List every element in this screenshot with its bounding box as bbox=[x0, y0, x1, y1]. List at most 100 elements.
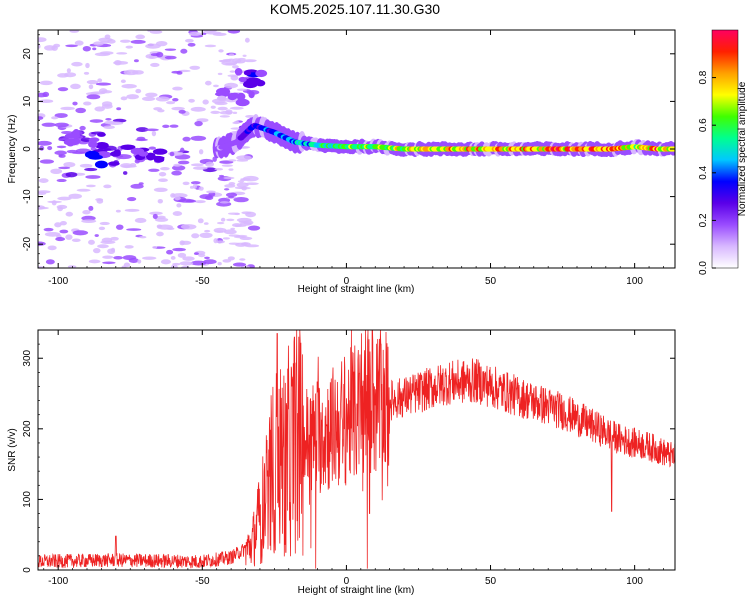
spectrogram-noise-blob bbox=[247, 225, 261, 231]
spectrogram-noise-blob bbox=[110, 247, 116, 253]
colorbar-tick-label: 0.6 bbox=[698, 118, 709, 132]
spectrogram-noise-blob bbox=[162, 124, 170, 128]
spectrogram-noise-blob bbox=[38, 92, 48, 98]
spectrogram-noise-blob bbox=[76, 188, 91, 192]
spectrogram-feature-blob bbox=[107, 161, 120, 166]
spectrogram-noise-blob bbox=[218, 174, 224, 178]
spectrogram-feature-blob bbox=[113, 149, 121, 156]
spectrogram-noise-blob bbox=[192, 166, 208, 170]
spectrogram-noise-blob bbox=[228, 168, 234, 171]
spectrogram-noise-blob bbox=[105, 117, 112, 121]
spectrogram-noise-blob bbox=[180, 224, 197, 230]
spectrogram-noise-blob bbox=[101, 101, 113, 107]
spectrogram-noise-blob bbox=[174, 196, 181, 201]
spectrogram-noise-blob bbox=[188, 98, 195, 103]
snr-x-label: Height of straight line (km) bbox=[298, 585, 415, 596]
spectrogram-noise-blob bbox=[39, 159, 55, 164]
spectrogram-noise-blob bbox=[216, 240, 226, 244]
spectrogram-noise-blob bbox=[65, 211, 74, 217]
spectrogram-noise-blob bbox=[160, 167, 170, 171]
spectrogram-noise-blob bbox=[75, 107, 87, 114]
spectrogram-noise-blob bbox=[67, 265, 77, 268]
spectrogram-noise-blob bbox=[63, 162, 76, 168]
spectrogram-noise-blob bbox=[204, 80, 212, 86]
spectrogram-noise-blob bbox=[60, 106, 75, 111]
spectrogram-feature-blob bbox=[217, 95, 227, 102]
colorbar-ticks: 0.0 0.2 0.4 0.6 0.8 bbox=[698, 70, 716, 275]
spectrogram-noise-blob bbox=[232, 65, 239, 69]
spectrogram-noise-blob bbox=[201, 32, 207, 35]
spectrogram-noise-blob bbox=[98, 226, 106, 231]
snr-frame bbox=[37, 329, 676, 571]
spectrogram-noise-blob bbox=[38, 191, 47, 196]
spectrogram-feature-blob bbox=[238, 76, 247, 83]
spectrogram-x-tick-label: 50 bbox=[485, 276, 497, 287]
spectrogram-noise-blob bbox=[185, 38, 194, 43]
spectrogram-noise-blob bbox=[82, 210, 91, 215]
snr-y-tick-label: 200 bbox=[22, 420, 33, 437]
spectrogram-noise-blob bbox=[58, 166, 71, 170]
spectrogram-noise-blob bbox=[187, 42, 196, 47]
spectrogram-noise-blob bbox=[169, 124, 179, 128]
spectrogram-noise-blob bbox=[176, 71, 183, 75]
spectrogram-noise-blob bbox=[203, 259, 217, 265]
spectrogram-noise-blob bbox=[84, 167, 98, 172]
spectrogram-noise-blob bbox=[100, 240, 116, 244]
spectrogram-noise-blob bbox=[234, 224, 247, 227]
spectrogram-noise-blob bbox=[156, 231, 164, 237]
spectrogram-noise-blob bbox=[38, 241, 46, 246]
spectrogram-noise-blob bbox=[214, 230, 224, 233]
spectrogram-noise-blob bbox=[204, 256, 210, 260]
spectrogram-noise-blob bbox=[149, 30, 163, 34]
spectrogram-x-tick-label: -100 bbox=[48, 276, 68, 287]
spectrogram-noise-blob bbox=[135, 88, 142, 94]
spectrogram-noise-blob bbox=[229, 53, 235, 56]
spectrogram-noise-blob bbox=[173, 163, 182, 167]
snr-x-tick-label: 100 bbox=[626, 576, 643, 587]
figure-title: KOM5.2025.107.11.30.G30 bbox=[270, 1, 440, 17]
spectrogram-noise-blob bbox=[180, 48, 188, 54]
spectrogram-noise-blob bbox=[170, 193, 176, 198]
spectrogram-x-tick-label: 100 bbox=[626, 276, 643, 287]
spectrogram-y-axis: -20 -10 0 10 20 bbox=[22, 34, 675, 264]
spectrogram-noise-blob bbox=[198, 253, 206, 258]
spectrogram-y-tick-label: -20 bbox=[22, 237, 33, 252]
spectrogram-noise-blob bbox=[228, 159, 237, 162]
spectrogram-x-tick-label: -50 bbox=[195, 276, 210, 287]
spectrogram-noise-blob bbox=[223, 229, 237, 235]
spectrogram-noise-blob bbox=[59, 221, 67, 226]
spectrogram-noise-blob bbox=[221, 164, 233, 167]
spectrogram-noise-blob bbox=[214, 168, 224, 171]
spectrogram-noise-blob bbox=[66, 149, 79, 154]
spectrogram-noise-blob bbox=[234, 59, 246, 64]
spectrogram-noise-blob bbox=[97, 244, 109, 249]
spectrogram-noise-blob bbox=[64, 72, 77, 78]
spectrogram-noise-blob bbox=[224, 188, 230, 191]
spectrogram-noise-blob bbox=[171, 193, 188, 198]
spectrogram-noise-blob bbox=[197, 218, 204, 224]
spectrogram-noise-blob bbox=[54, 150, 67, 156]
spectrogram-noise-blob bbox=[132, 70, 144, 75]
spectrogram-noise-blob bbox=[38, 116, 44, 120]
spectrogram-noise-blob bbox=[227, 30, 241, 34]
spectrogram-noise-blob bbox=[128, 258, 139, 264]
spectrogram-noise-blob bbox=[94, 106, 105, 112]
spectrogram-feature-blob bbox=[248, 90, 255, 99]
spectrogram-noise-blob bbox=[244, 244, 260, 248]
spectrogram-noise-blob bbox=[225, 192, 238, 198]
spectrogram-noise-blob bbox=[239, 258, 246, 261]
spectrogram-noise-blob bbox=[130, 39, 146, 44]
spectrogram-noise-blob bbox=[243, 59, 257, 63]
spectrogram-noise-blob bbox=[70, 83, 81, 90]
spectrogram-y-tick-label: 0 bbox=[22, 146, 33, 152]
spectrogram-noise-blob bbox=[43, 227, 54, 232]
spectrogram-noise-blob bbox=[190, 135, 207, 141]
spectrogram-noise-blob bbox=[155, 40, 168, 47]
snr-y-tick-label: 100 bbox=[22, 491, 33, 508]
spectrogram-noise-blob bbox=[219, 201, 230, 204]
spectrogram-noise-blob bbox=[228, 242, 240, 245]
spectrogram-noise-blob bbox=[71, 61, 83, 67]
spectrogram-noise-blob bbox=[223, 176, 235, 180]
spectrogram-noise-blob bbox=[222, 237, 230, 240]
